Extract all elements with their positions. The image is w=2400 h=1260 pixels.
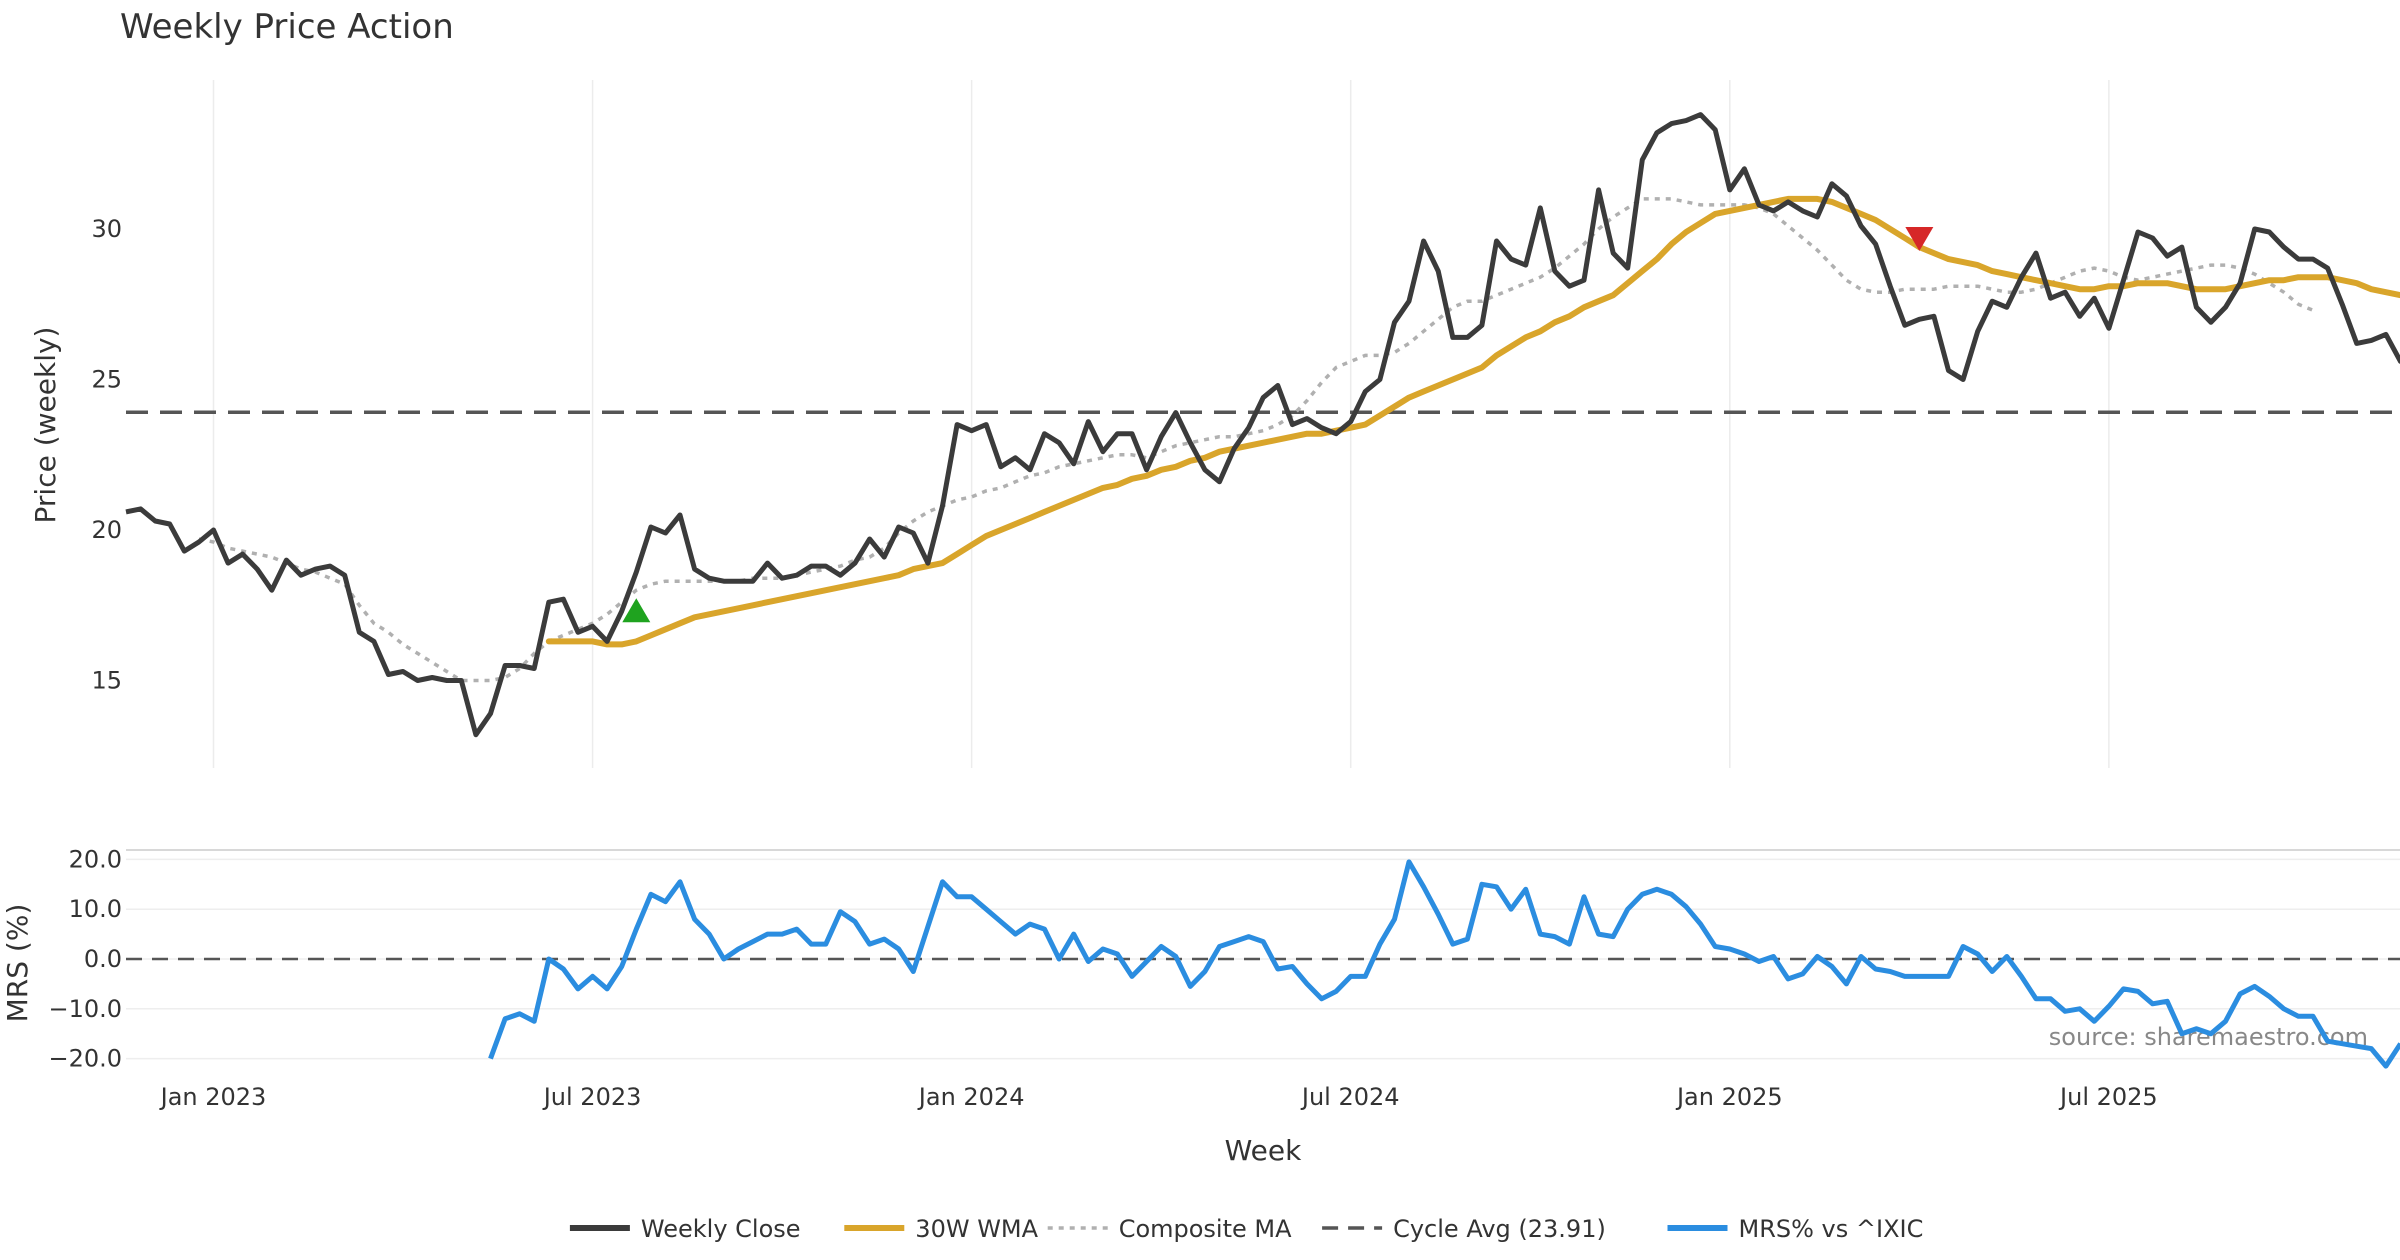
series-layer bbox=[125, 112, 2400, 1069]
source-annotation: source: sharemaestro.com bbox=[2049, 1023, 2368, 1051]
x-tick-label: Jul 2023 bbox=[542, 1083, 642, 1111]
legend-item: MRS% vs ^IXIC bbox=[1667, 1215, 1924, 1243]
mrs-y-tick-label: −10.0 bbox=[48, 995, 122, 1023]
x-tick-label: Jul 2024 bbox=[1300, 1083, 1400, 1111]
price-y-tick-label: 25 bbox=[91, 366, 122, 394]
legend-label: Composite MA bbox=[1119, 1215, 1292, 1243]
axis-label-layer: 15 20 25 30 20.0 10.0 0.0 −10.0 −20.0 Jan 2023 Jul… bbox=[48, 215, 2157, 1111]
weekly-close-line bbox=[125, 112, 2400, 738]
x-tick-label: Jan 2025 bbox=[1675, 1083, 1783, 1111]
mrs-line bbox=[488, 859, 2400, 1069]
x-tick-label: Jul 2025 bbox=[2058, 1083, 2158, 1111]
mrs-y-tick-label: −20.0 bbox=[48, 1045, 122, 1073]
wma-30w-line bbox=[545, 195, 2400, 648]
grid-layer bbox=[126, 80, 2400, 1060]
x-axis-title: Week bbox=[1225, 1134, 1302, 1167]
legend-item: 30W WMA bbox=[844, 1215, 1039, 1243]
chart-title: Weekly Price Action bbox=[120, 7, 454, 47]
sell-signal-marker bbox=[1905, 227, 1934, 252]
price-y-tick-label: 30 bbox=[91, 215, 122, 243]
mrs-y-axis-title: MRS (%) bbox=[1, 904, 34, 1023]
mrs-y-tick-label: 0.0 bbox=[84, 945, 122, 973]
buy-signal-marker bbox=[622, 598, 651, 623]
legend-label: MRS% vs ^IXIC bbox=[1739, 1215, 1924, 1243]
legend-item: Weekly Close bbox=[569, 1215, 801, 1243]
x-tick-label: Jan 2024 bbox=[917, 1083, 1025, 1111]
legend-item: Cycle Avg (23.91) bbox=[1322, 1215, 1606, 1243]
legend-label: Cycle Avg (23.91) bbox=[1393, 1215, 1606, 1243]
legend: Weekly Close 30W WMA Composite MA Cycle Avg… bbox=[569, 1215, 1924, 1243]
price-y-tick-label: 20 bbox=[91, 516, 122, 544]
price-y-axis-title: Price (weekly) bbox=[29, 327, 62, 524]
mrs-y-tick-label: 10.0 bbox=[69, 895, 122, 923]
legend-item: Composite MA bbox=[1047, 1215, 1292, 1243]
mrs-y-tick-label: 20.0 bbox=[69, 845, 122, 873]
legend-label: 30W WMA bbox=[915, 1215, 1038, 1243]
price-y-tick-label: 15 bbox=[91, 667, 122, 695]
legend-label: Weekly Close bbox=[641, 1215, 801, 1243]
x-tick-label: Jan 2023 bbox=[159, 1083, 267, 1111]
